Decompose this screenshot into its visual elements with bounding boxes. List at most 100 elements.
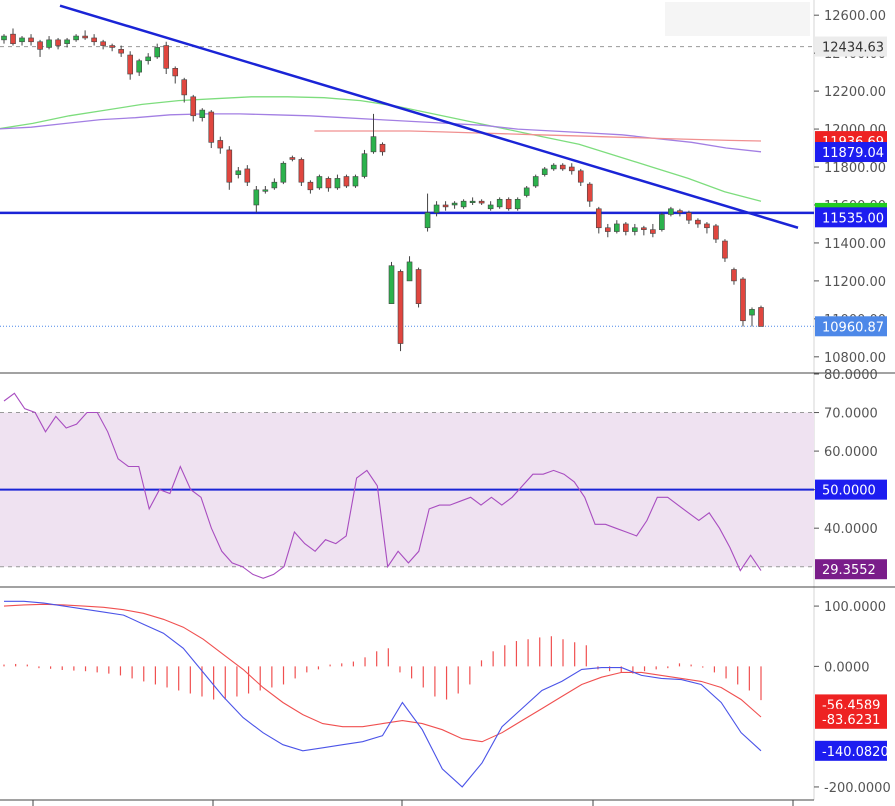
ma-purple-line bbox=[0, 113, 762, 153]
rsi-tick-label: 60.0000 bbox=[824, 445, 878, 460]
candle-body bbox=[190, 96, 197, 117]
candle-body bbox=[577, 170, 584, 183]
tag-trendline-bg bbox=[815, 207, 887, 228]
candle-body bbox=[686, 212, 692, 221]
candle-body bbox=[226, 149, 233, 183]
candle-body bbox=[28, 37, 34, 43]
candle-body bbox=[325, 178, 332, 189]
candle-body bbox=[361, 153, 368, 177]
candle-body bbox=[496, 198, 503, 208]
candle-body bbox=[271, 181, 278, 189]
price-tick-label: 11200.00 bbox=[824, 275, 886, 290]
macd-tick-label: -200.0000 bbox=[824, 781, 891, 796]
candle-body bbox=[595, 208, 602, 229]
candle-body bbox=[415, 269, 422, 304]
price-tick-label: 11800.00 bbox=[824, 161, 886, 176]
candle-body bbox=[550, 164, 557, 170]
rsi-axis-ticks: 80.0000 70.0000 60.0000 50.0000 40.0000 bbox=[814, 368, 878, 537]
candle-body bbox=[244, 168, 251, 183]
candle-body bbox=[91, 37, 97, 43]
candle-body bbox=[478, 200, 485, 204]
candle-body bbox=[668, 208, 674, 215]
candle-body bbox=[379, 143, 386, 153]
candle-body bbox=[73, 35, 79, 41]
rsi-line bbox=[3, 392, 762, 579]
rsi-tick-label: 40.0000 bbox=[824, 522, 878, 537]
candle-body bbox=[154, 47, 161, 58]
candle-body bbox=[100, 41, 106, 46]
candle-body bbox=[109, 45, 115, 48]
candle-body bbox=[136, 60, 142, 73]
candle-body bbox=[541, 168, 548, 175]
candle-body bbox=[343, 176, 350, 187]
candle-body bbox=[388, 265, 395, 304]
candle-body bbox=[695, 219, 701, 225]
tag-macd-line-text: -140.0820 bbox=[822, 745, 889, 760]
candle-body bbox=[604, 227, 611, 232]
tag-dashed-level: 12434.63 bbox=[815, 36, 887, 57]
candle-body bbox=[650, 229, 656, 234]
price-tick-label: 11400.00 bbox=[824, 237, 886, 252]
candle-body bbox=[64, 39, 70, 44]
candle-body bbox=[614, 223, 620, 232]
candle-body bbox=[253, 189, 260, 206]
tag-rsi-mid-bg bbox=[815, 479, 887, 500]
candles bbox=[1, 28, 764, 352]
candle-body bbox=[163, 45, 170, 69]
value-tags: 12434.6311936.6911879.0411558.2211535.00… bbox=[815, 36, 889, 761]
candle-body bbox=[208, 111, 215, 143]
candle-body bbox=[758, 307, 764, 327]
candle-body bbox=[307, 181, 314, 191]
candle-body bbox=[514, 198, 521, 210]
tag-ma-purple: 11879.04 bbox=[815, 142, 887, 163]
candle-body bbox=[217, 140, 224, 149]
watermark-blur bbox=[665, 2, 810, 36]
price-tick-label: 12200.00 bbox=[824, 85, 886, 100]
candle-body bbox=[235, 170, 242, 175]
candle-body bbox=[659, 214, 665, 230]
candle-body bbox=[82, 35, 88, 39]
tag-ma-purple-bg bbox=[815, 142, 887, 163]
candle-body bbox=[523, 187, 530, 196]
candle-body bbox=[623, 223, 629, 232]
macd-signal-line bbox=[3, 603, 762, 743]
candle-body bbox=[55, 39, 61, 46]
tag-trendline-text: 11535.00 bbox=[822, 211, 884, 226]
candle-body bbox=[487, 204, 494, 210]
macd-histogram bbox=[3, 636, 762, 701]
candle-body bbox=[37, 41, 43, 50]
candle-body bbox=[181, 79, 188, 96]
candle-body bbox=[370, 136, 377, 153]
candle-body bbox=[10, 33, 16, 44]
rsi-tick-label: 70.0000 bbox=[824, 407, 878, 422]
candle-body bbox=[505, 198, 512, 210]
price-axis-ticks: 12600.0012400.0012200.0012000.0011800.00… bbox=[814, 9, 886, 366]
candle-body bbox=[145, 56, 151, 62]
tag-ma-purple-text: 11879.04 bbox=[822, 146, 884, 161]
candle-body bbox=[632, 227, 638, 232]
tag-rsi-last-bg bbox=[815, 559, 887, 580]
candle-body bbox=[433, 204, 440, 213]
tag-last-price: 10960.87 bbox=[815, 316, 887, 337]
candle-body bbox=[406, 261, 413, 282]
moving-averages bbox=[0, 96, 762, 202]
candle-body bbox=[722, 240, 728, 259]
candle-body bbox=[451, 202, 458, 206]
tag-dashed-level-text: 12434.63 bbox=[822, 41, 884, 56]
candle-body bbox=[289, 157, 296, 160]
tag-macd-line-bg bbox=[815, 740, 887, 761]
tag-last-price-bg bbox=[815, 316, 887, 337]
price-tick-label: 10800.00 bbox=[824, 351, 886, 366]
macd-tick-label: 100.0000 bbox=[824, 600, 886, 615]
candle-body bbox=[199, 109, 206, 118]
tag-rsi-last: 29.3552 bbox=[815, 559, 887, 580]
rsi-tick-label: 80.0000 bbox=[824, 368, 878, 383]
candle-body bbox=[262, 189, 269, 192]
trendline bbox=[59, 4, 799, 229]
macd-line bbox=[4, 600, 762, 788]
candle-body bbox=[731, 269, 737, 282]
candle-body bbox=[424, 212, 431, 229]
macd-tick-label: 0.0000 bbox=[824, 660, 870, 675]
tag-dashed-level-bg bbox=[815, 36, 887, 57]
